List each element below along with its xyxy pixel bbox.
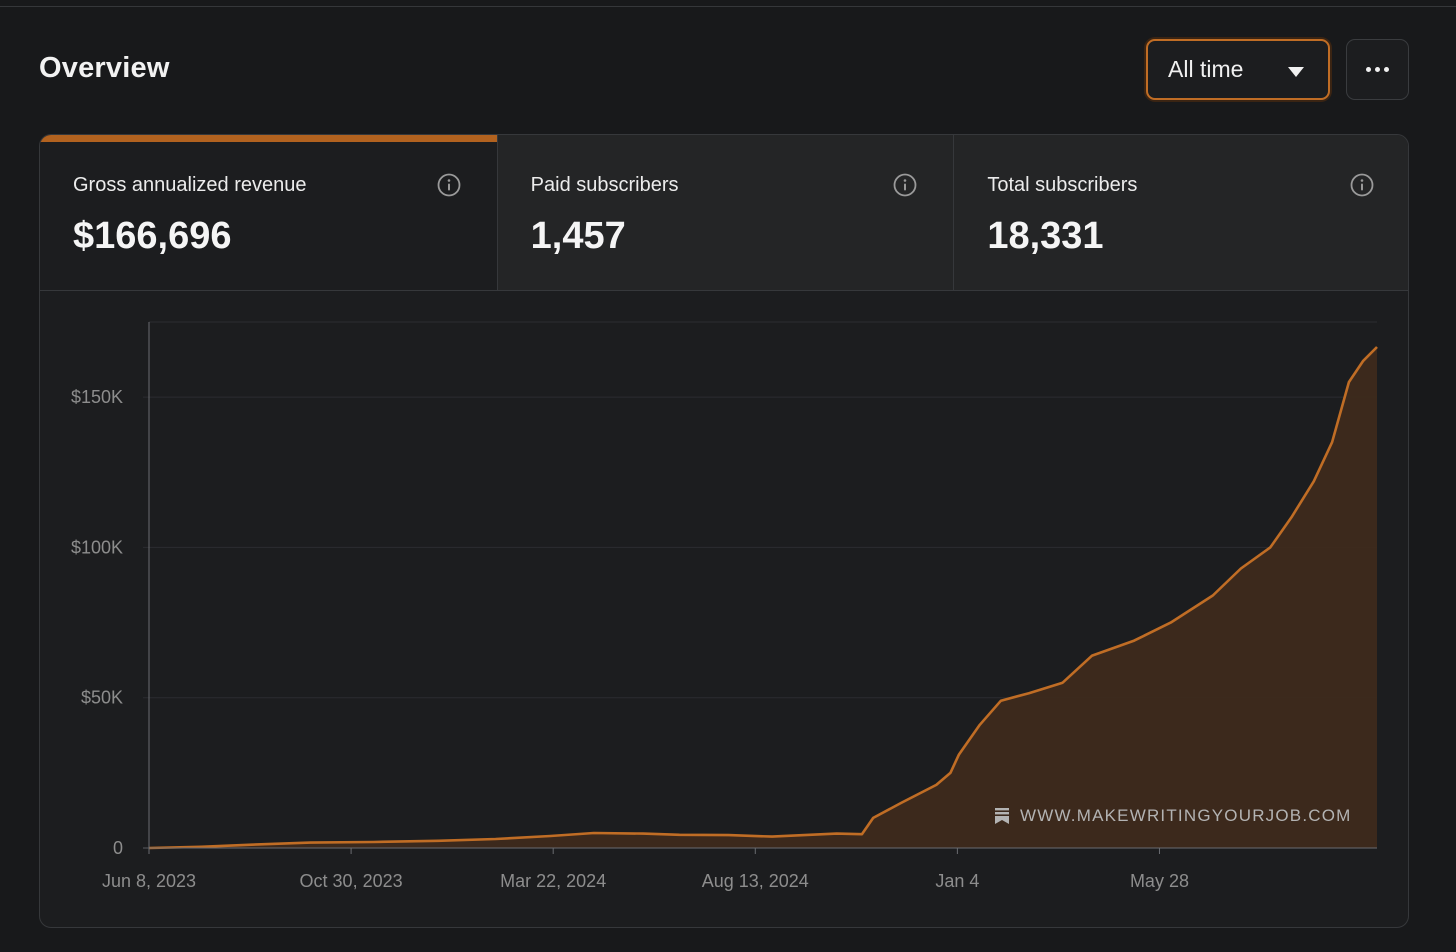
metric-tab-paid-subscribers[interactable]: Paid subscribers 1,457 [496,135,954,290]
metric-tabs: Gross annualized revenue $166,696 Paid s… [40,135,1408,291]
x-tick-label: Aug 13, 2024 [702,871,809,891]
y-tick-label: 0 [113,838,123,858]
metric-label: Gross annualized revenue [73,174,307,196]
y-tick-label: $50K [81,688,123,708]
series-area [149,347,1377,848]
y-tick-label: $150K [71,387,123,407]
metric-label: Paid subscribers [530,174,679,196]
time-range-select[interactable]: All time [1146,39,1330,100]
metric-value: $166,696 [73,215,232,257]
info-icon[interactable] [1350,173,1374,197]
x-tick-label: Oct 30, 2023 [300,871,403,891]
bookmark-icon [995,808,1009,824]
chevron-down-icon [1288,67,1304,77]
active-tab-indicator [40,135,497,142]
page-title: Overview [39,52,170,84]
info-icon[interactable] [437,173,461,197]
more-options-button[interactable] [1346,39,1409,100]
x-tick-label: Jan 4 [935,871,979,891]
x-tick-label: May 28 [1130,871,1189,891]
metric-tab-total-subscribers[interactable]: Total subscribers 18,331 [953,135,1408,290]
metric-tab-gross-revenue[interactable]: Gross annualized revenue $166,696 [40,135,497,290]
metric-value: 18,331 [987,215,1104,257]
watermark-text: WWW.MAKEWRITINGYOURJOB.COM [1020,806,1352,825]
metric-label: Total subscribers [987,174,1138,196]
series-line [148,346,1378,850]
more-dot [1384,67,1389,72]
more-horizontal-icon [1366,67,1371,72]
top-divider [0,6,1456,7]
x-tick-label: Mar 22, 2024 [500,871,606,891]
metric-value: 1,457 [530,215,626,257]
more-dot [1375,67,1380,72]
overview-card: Gross annualized revenue $166,696 Paid s… [39,134,1409,928]
time-range-label: All time [1168,56,1244,82]
y-tick-label: $100K [71,537,123,557]
watermark: WWW.MAKEWRITINGYOURJOB.COM [994,806,1352,826]
x-tick-label: Jun 8, 2023 [102,871,196,891]
info-icon[interactable] [893,173,917,197]
revenue-chart: 0 $50K $100K $150K Jun 8, 2023 Oct 30, 2023 Ma… [71,321,1378,891]
